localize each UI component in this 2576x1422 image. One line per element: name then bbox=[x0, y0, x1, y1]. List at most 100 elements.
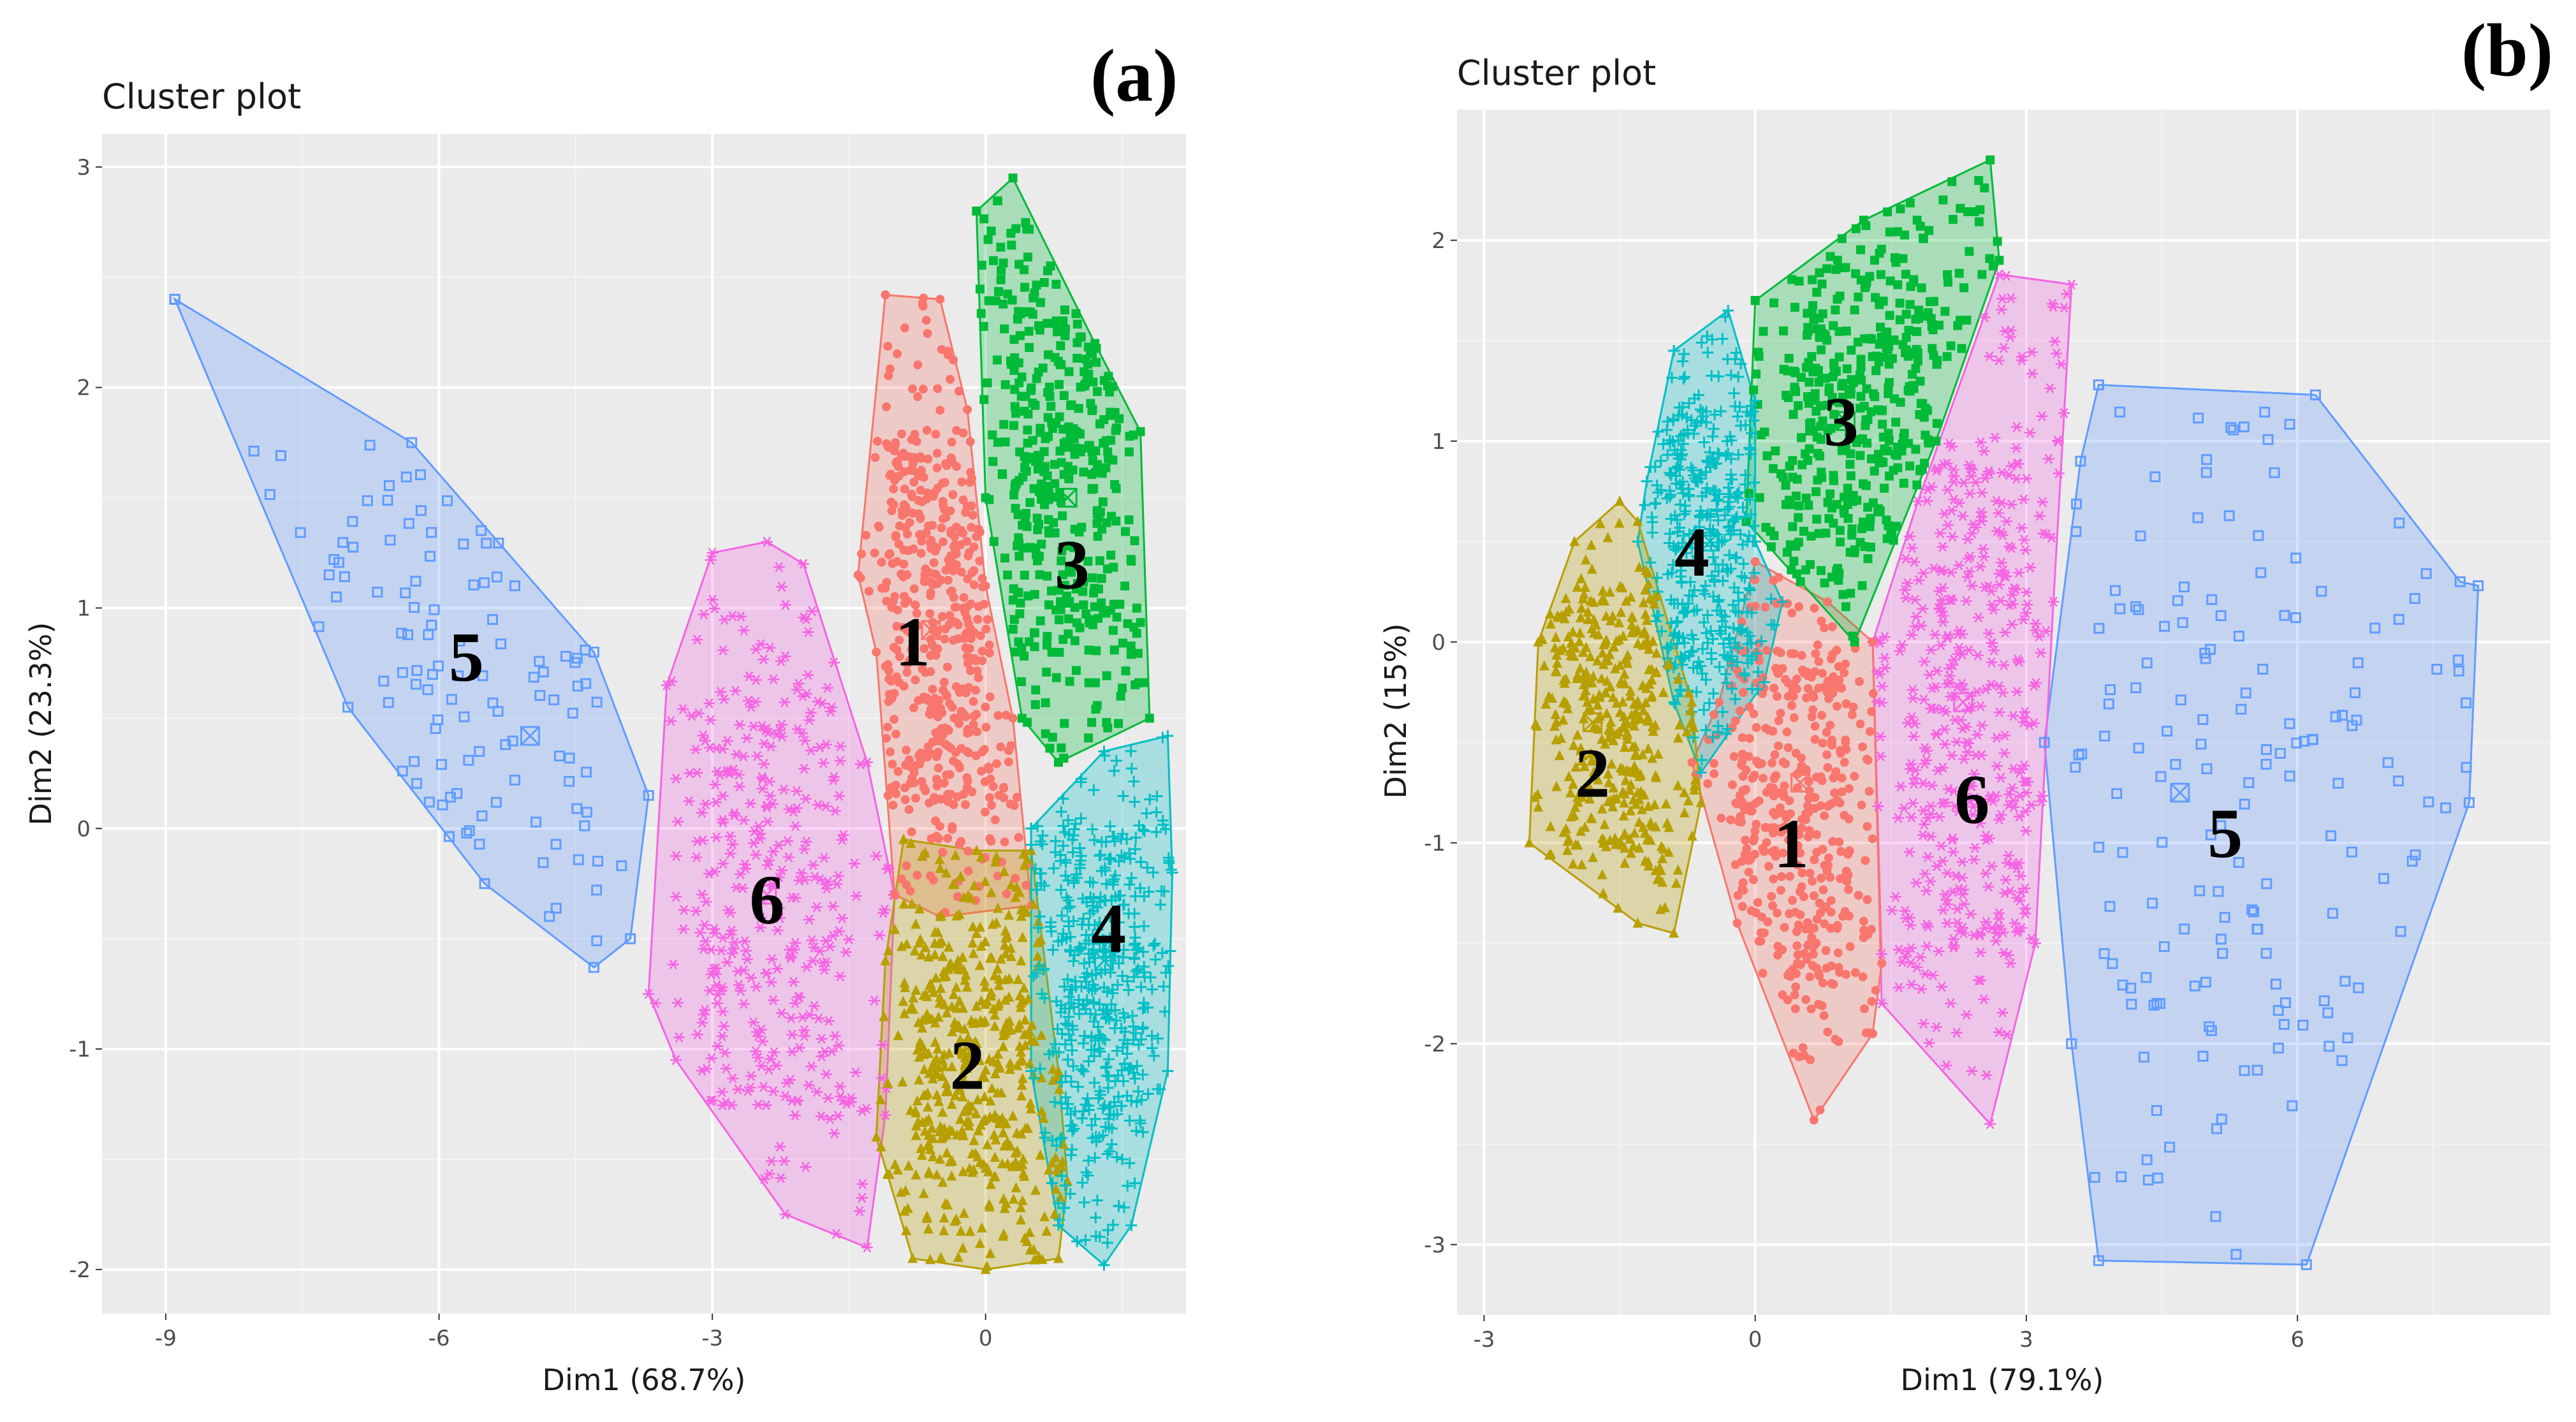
data-point-1 bbox=[1795, 887, 1804, 897]
data-point-3 bbox=[1749, 385, 1759, 395]
data-point-3 bbox=[1114, 719, 1123, 728]
data-point-5 bbox=[410, 575, 421, 587]
data-point-1 bbox=[964, 548, 974, 557]
data-point-3 bbox=[1776, 469, 1785, 479]
data-point-3 bbox=[1024, 326, 1034, 336]
data-point-1 bbox=[928, 684, 937, 694]
data-point-3 bbox=[1796, 577, 1805, 587]
data-point-3 bbox=[1023, 409, 1033, 419]
data-point-3 bbox=[1047, 418, 1057, 428]
data-point-6 bbox=[770, 1060, 782, 1071]
data-point-1 bbox=[1762, 838, 1771, 847]
data-point-3 bbox=[1857, 581, 1867, 590]
x-tick-label: -3 bbox=[701, 1326, 723, 1351]
data-point-2 bbox=[943, 941, 954, 952]
data-point-3 bbox=[1816, 566, 1826, 575]
data-point-3 bbox=[1041, 462, 1050, 471]
data-point-6 bbox=[708, 603, 721, 614]
data-point-1 bbox=[1818, 844, 1827, 854]
data-point-3 bbox=[1136, 427, 1145, 436]
data-point-1 bbox=[1771, 599, 1781, 608]
data-point-1 bbox=[987, 800, 997, 810]
data-point-3 bbox=[1882, 534, 1892, 543]
data-point-6 bbox=[775, 1173, 787, 1184]
data-point-1 bbox=[1011, 874, 1020, 883]
data-point-3 bbox=[997, 469, 1007, 479]
data-point-3 bbox=[989, 256, 999, 265]
data-point-1 bbox=[1780, 675, 1790, 684]
data-point-1 bbox=[966, 467, 976, 477]
data-point-6 bbox=[834, 1081, 846, 1092]
data-point-1 bbox=[926, 536, 936, 545]
data-point-6 bbox=[789, 821, 801, 832]
data-point-5 bbox=[548, 694, 560, 705]
data-point-6 bbox=[837, 830, 849, 840]
data-point-1 bbox=[1818, 668, 1827, 678]
data-point-3 bbox=[1020, 651, 1029, 661]
data-point-2 bbox=[916, 949, 927, 960]
data-point-2 bbox=[1028, 898, 1039, 909]
data-point-6 bbox=[739, 936, 751, 947]
data-point-3 bbox=[1121, 527, 1131, 536]
data-point-6 bbox=[727, 839, 739, 850]
data-point-1 bbox=[1871, 985, 1880, 995]
data-point-2 bbox=[962, 1062, 972, 1073]
data-point-1 bbox=[969, 566, 979, 575]
data-point-1 bbox=[1818, 738, 1827, 748]
data-point-1 bbox=[911, 793, 921, 803]
data-point-3 bbox=[1790, 302, 1799, 312]
data-point-6 bbox=[760, 1100, 772, 1111]
data-point-3 bbox=[1792, 569, 1801, 578]
data-point-6 bbox=[696, 1017, 708, 1028]
data-point-1 bbox=[918, 385, 928, 394]
data-point-6 bbox=[794, 992, 806, 1002]
data-point-3 bbox=[975, 284, 984, 294]
data-point-6 bbox=[705, 1053, 717, 1064]
data-point-5 bbox=[571, 803, 583, 814]
data-point-6 bbox=[806, 935, 818, 946]
data-point-1 bbox=[1809, 923, 1819, 933]
data-point-2 bbox=[923, 1223, 933, 1234]
data-point-1 bbox=[977, 766, 986, 776]
data-point-3 bbox=[1959, 283, 1969, 293]
data-point-1 bbox=[882, 439, 891, 448]
data-point-6 bbox=[666, 676, 678, 687]
data-point-6 bbox=[789, 937, 801, 948]
data-point-1 bbox=[899, 500, 909, 509]
data-point-3 bbox=[1088, 456, 1097, 465]
data-point-2 bbox=[1001, 1118, 1012, 1129]
data-point-3 bbox=[1898, 254, 1908, 263]
data-point-2 bbox=[934, 1125, 945, 1136]
data-point-6 bbox=[778, 1155, 790, 1166]
data-point-1 bbox=[1823, 1027, 1833, 1037]
data-point-6 bbox=[740, 946, 752, 956]
data-point-3 bbox=[1084, 645, 1094, 655]
data-point-2 bbox=[1036, 934, 1046, 944]
data-point-6 bbox=[750, 1046, 762, 1057]
data-point-5 bbox=[331, 591, 342, 603]
data-point-3 bbox=[1030, 288, 1039, 298]
data-point-2 bbox=[992, 1087, 1003, 1097]
data-point-1 bbox=[1824, 853, 1833, 863]
data-point-1 bbox=[963, 866, 973, 876]
data-point-3 bbox=[1846, 471, 1855, 481]
data-point-1 bbox=[972, 710, 981, 719]
data-point-6 bbox=[757, 1081, 770, 1092]
panel-b-label: (b) bbox=[2461, 8, 2553, 92]
data-point-1 bbox=[907, 827, 916, 837]
data-point-2 bbox=[957, 951, 968, 962]
data-point-3 bbox=[1072, 353, 1082, 363]
data-point-3 bbox=[1843, 483, 1852, 493]
data-point-1 bbox=[946, 744, 956, 753]
data-point-1 bbox=[916, 548, 926, 558]
data-point-3 bbox=[1126, 650, 1136, 659]
data-point-1 bbox=[909, 466, 918, 476]
data-point-1 bbox=[1731, 798, 1741, 808]
data-point-3 bbox=[1118, 684, 1127, 693]
data-point-5 bbox=[464, 825, 475, 837]
panel-a-title: Cluster plot bbox=[102, 77, 301, 117]
data-point-5 bbox=[451, 788, 463, 799]
data-point-5 bbox=[382, 495, 393, 506]
data-point-1 bbox=[937, 612, 947, 621]
data-point-3 bbox=[1043, 471, 1052, 481]
